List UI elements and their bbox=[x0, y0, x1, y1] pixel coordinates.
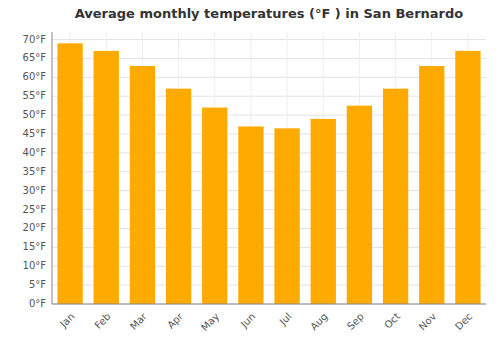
y-grid-line bbox=[52, 39, 486, 40]
grid bbox=[52, 32, 486, 304]
axes: 0°F 5°F 10°F 15°F 20°F 25°F 30°F 35°F 40°F 45°F 50… bbox=[23, 34, 475, 334]
x-tick-label: Sep bbox=[345, 311, 366, 332]
bar bbox=[57, 43, 82, 304]
y-tick-label: 10°F bbox=[23, 260, 47, 271]
bar bbox=[238, 126, 263, 304]
y-axis-line bbox=[52, 32, 53, 304]
y-tick-label: 20°F bbox=[23, 222, 47, 233]
x-axis-line bbox=[52, 304, 486, 305]
bar bbox=[166, 89, 191, 304]
bars bbox=[57, 43, 480, 304]
x-tick-label: Dec bbox=[453, 311, 474, 332]
y-tick-label: 35°F bbox=[23, 166, 47, 177]
bar bbox=[311, 119, 336, 304]
y-tick-label: 15°F bbox=[23, 241, 47, 252]
y-tick-label: 5°F bbox=[29, 279, 46, 290]
x-tick-label: Jan bbox=[57, 311, 76, 330]
bar bbox=[347, 106, 372, 304]
y-grid-line bbox=[52, 304, 486, 305]
y-tick-label: 30°F bbox=[23, 185, 47, 196]
x-tick-label: Aug bbox=[308, 311, 330, 333]
bar bbox=[130, 66, 155, 304]
x-tick-label: Mar bbox=[128, 310, 150, 332]
bar bbox=[419, 66, 444, 304]
bar bbox=[455, 51, 480, 304]
x-tick-label: Jun bbox=[238, 311, 258, 331]
y-tick-label: 60°F bbox=[23, 71, 47, 82]
chart: 0°F 5°F 10°F 15°F 20°F 25°F 30°F 35°F 40°F 45°F 50… bbox=[0, 0, 500, 350]
x-tick-label: Feb bbox=[92, 311, 112, 331]
y-tick-label: 40°F bbox=[23, 147, 47, 158]
x-tick-label: Nov bbox=[417, 311, 439, 333]
x-tick-label: Oct bbox=[382, 311, 402, 331]
x-tick-label: Apr bbox=[165, 310, 186, 331]
y-tick-label: 55°F bbox=[23, 90, 47, 101]
bar bbox=[202, 108, 227, 304]
x-tick-label: Jul bbox=[277, 311, 294, 328]
y-tick-label: 0°F bbox=[29, 298, 46, 309]
y-tick-label: 70°F bbox=[23, 34, 47, 45]
x-tick-label: May bbox=[199, 311, 221, 333]
bar bbox=[383, 89, 408, 304]
y-tick-label: 65°F bbox=[23, 52, 47, 63]
bar bbox=[274, 128, 299, 304]
y-tick-label: 25°F bbox=[23, 204, 47, 215]
bar bbox=[94, 51, 119, 304]
title: Average monthly temperatures (°F ) in Sa… bbox=[75, 6, 464, 21]
y-tick-label: 50°F bbox=[23, 109, 47, 120]
y-tick-label: 45°F bbox=[23, 128, 47, 139]
